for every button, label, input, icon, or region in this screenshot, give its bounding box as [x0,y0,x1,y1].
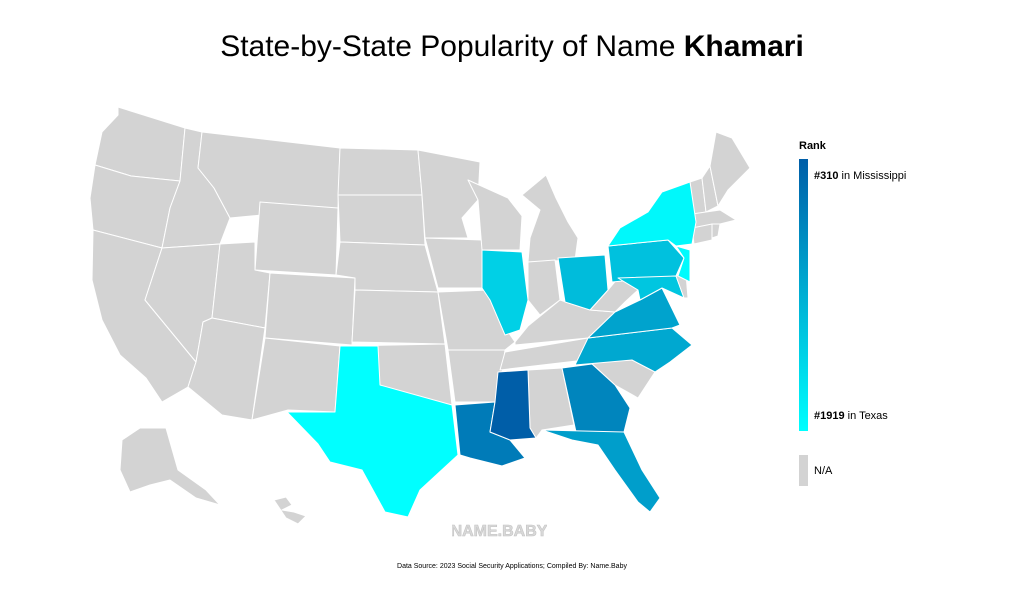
legend-top-label: #310 in Mississippi [814,170,906,182]
legend-bottom-rank: #1919 [814,410,845,422]
legend-bottom-suffix: in Texas [844,410,888,422]
legend-bottom-label: #1919 in Texas [814,410,888,422]
chart-title: State-by-State Popularity of Name Khamar… [0,30,1024,64]
watermark-text: NAME.BABY [452,523,547,540]
state-north-carolina [574,327,693,373]
legend-title: Rank [799,140,826,152]
state-new-mexico [251,337,341,421]
title-name: Khamari [683,30,804,63]
state-arizona [187,317,266,421]
state-south-dakota [337,194,426,246]
state-illinois [481,249,529,336]
state-rhode-island [711,223,721,239]
state-texas [286,345,459,518]
title-prefix: State-by-State Popularity of Name [220,30,676,63]
name-baby-logo: NAME.BABY [452,523,547,541]
state-new-york [607,181,697,247]
state-maine [709,131,751,207]
state-wyoming [254,201,339,276]
state-minnesota [417,149,481,239]
state-new-jersey [675,245,691,283]
state-colorado [264,272,356,346]
legend-na-swatch [799,455,808,486]
state-ohio [557,254,609,311]
state-kansas [351,289,446,345]
state-hawaii [273,496,307,525]
state-alaska [119,427,221,506]
state-mississippi [489,369,537,441]
state-wisconsin [467,179,523,251]
state-michigan [521,174,579,263]
state-florida [541,429,661,513]
state-north-dakota [337,147,423,196]
legend-gradient-bar [799,159,808,431]
legend-top-rank: #310 [814,170,839,182]
legend-top-suffix: in Mississippi [838,170,907,182]
legend-na-label: N/A [814,465,833,477]
data-source-note: Data Source: 2023 Social Security Applic… [397,563,627,570]
